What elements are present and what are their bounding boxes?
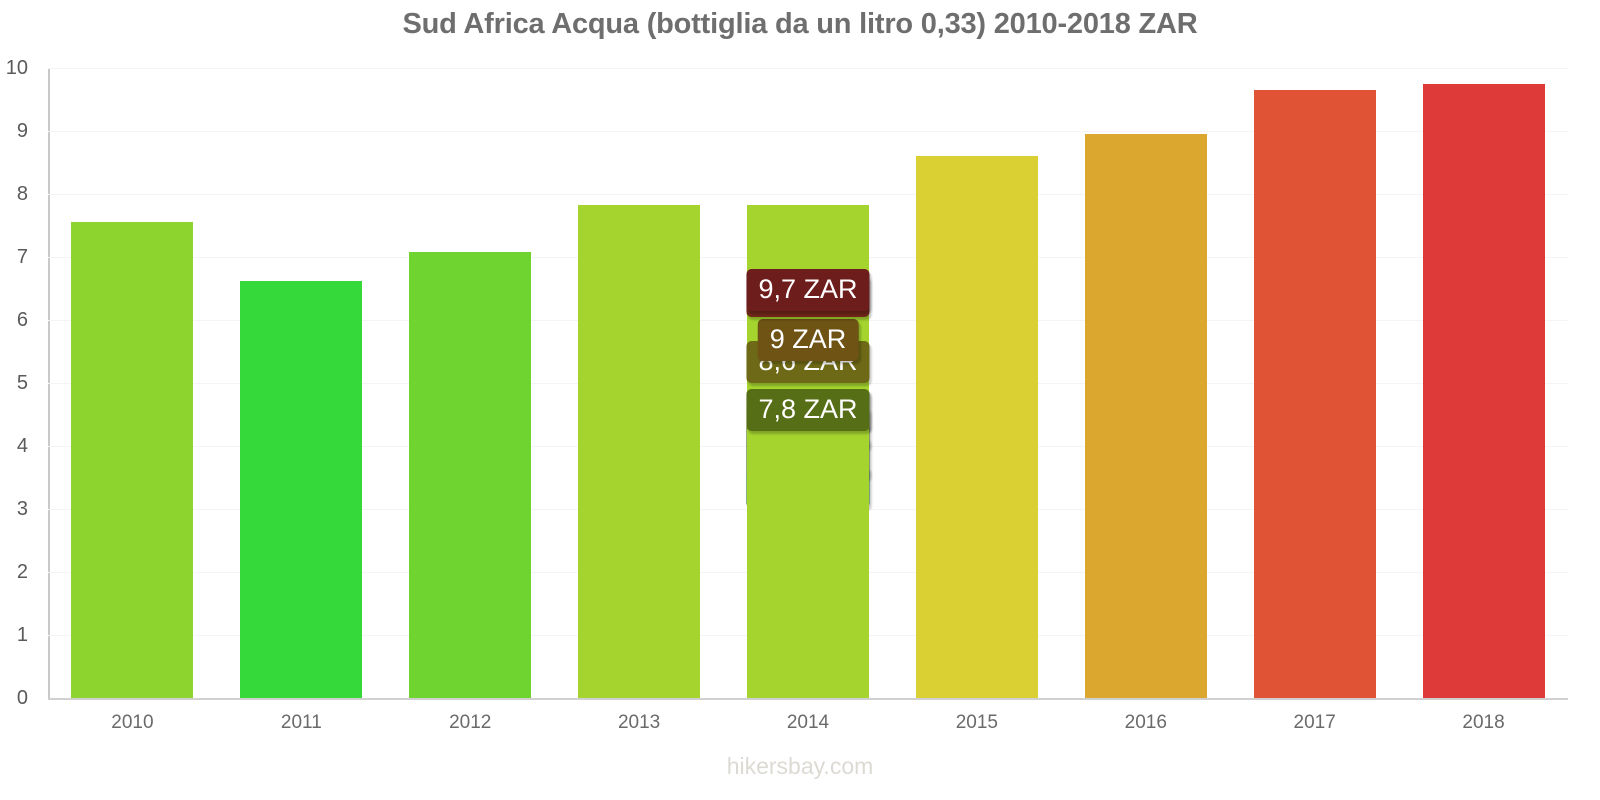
gridline — [48, 131, 1568, 132]
bar-2018[interactable] — [1422, 83, 1545, 698]
y-axis-tick-label: 10 — [5, 57, 28, 79]
y-axis-tick-label: 0 — [16, 687, 28, 709]
y-axis-tick-label: 9 — [16, 120, 28, 142]
chart-title: Sud Africa Acqua (bottiglia da un litro … — [402, 8, 1198, 40]
y-axis-tick-label: 3 — [16, 498, 28, 520]
gridline — [48, 68, 1568, 69]
x-axis-tick-label-2012: 2012 — [449, 712, 492, 733]
x-axis-line — [48, 698, 1568, 700]
bar-2013[interactable] — [578, 204, 701, 698]
y-axis-tick-label: 8 — [16, 183, 28, 205]
y-axis-tick-label: 6 — [16, 309, 28, 331]
bar-value-label-2018: 9,7 ZAR — [746, 268, 870, 311]
y-axis-tick-label: 4 — [16, 435, 28, 457]
bar-2011[interactable] — [240, 280, 363, 698]
chart-footer-attribution: hikersbay.com — [726, 753, 874, 779]
x-axis-tick-label-2018: 2018 — [1462, 712, 1505, 733]
bar-2012[interactable] — [409, 251, 532, 698]
gridline — [48, 194, 1568, 195]
bar-2016[interactable] — [1084, 134, 1207, 698]
y-axis-tick-label: 2 — [16, 561, 28, 583]
y-axis-tick-label: 1 — [16, 624, 28, 646]
bar-2010[interactable] — [71, 222, 194, 698]
x-axis-tick-label-2014: 2014 — [786, 712, 830, 733]
bar-2017[interactable] — [1253, 90, 1376, 698]
bar-2015[interactable] — [915, 156, 1038, 698]
bar-value-label-2014: 7,8 ZAR — [746, 389, 870, 432]
y-axis-tick-label: 7 — [16, 246, 28, 268]
x-axis-tick-label-2013: 2013 — [617, 712, 661, 733]
y-axis-tick-label: 5 — [16, 372, 28, 394]
bar-value-label-2016: 9 ZAR — [757, 318, 859, 361]
x-axis-tick-label-2015: 2015 — [955, 712, 999, 733]
x-axis-tick-label-2011: 2011 — [280, 712, 322, 733]
x-axis-tick-label-2017: 2017 — [1293, 712, 1336, 733]
x-axis-tick-label-2016: 2016 — [1124, 712, 1167, 733]
x-axis-tick-label-2010: 2010 — [111, 712, 154, 733]
